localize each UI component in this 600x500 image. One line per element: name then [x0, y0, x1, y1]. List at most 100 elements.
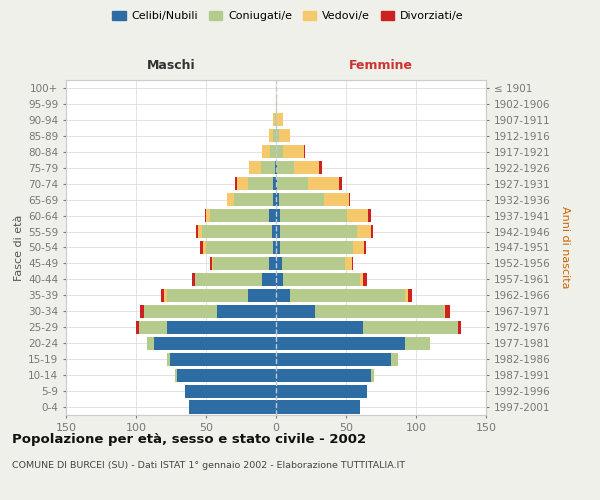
Bar	[161, 289, 164, 302]
Bar	[276, 368, 371, 382]
Bar	[276, 209, 280, 222]
Bar	[154, 336, 276, 350]
Bar	[405, 336, 430, 350]
Bar	[276, 225, 280, 238]
Bar	[364, 241, 365, 254]
Bar	[167, 352, 170, 366]
Bar	[371, 368, 374, 382]
Bar	[315, 305, 444, 318]
Bar	[277, 177, 308, 190]
Bar	[206, 241, 273, 254]
Bar	[353, 241, 364, 254]
Bar	[352, 257, 353, 270]
Bar	[347, 209, 368, 222]
Bar	[445, 305, 449, 318]
Y-axis label: Fasce di età: Fasce di età	[14, 214, 24, 280]
Bar	[277, 161, 294, 174]
Bar	[189, 400, 276, 413]
Bar	[273, 193, 276, 206]
Bar	[167, 289, 248, 302]
Bar	[363, 320, 458, 334]
Bar	[196, 225, 197, 238]
Bar	[405, 289, 407, 302]
Bar	[294, 161, 319, 174]
Bar	[444, 305, 445, 318]
Bar	[276, 336, 405, 350]
Bar	[237, 177, 248, 190]
Bar	[276, 305, 315, 318]
Bar	[248, 289, 276, 302]
Bar	[371, 225, 373, 238]
Bar	[195, 273, 262, 286]
Bar	[458, 320, 461, 334]
Bar	[273, 130, 276, 142]
Bar	[140, 305, 145, 318]
Bar	[213, 257, 269, 270]
Bar	[276, 352, 391, 366]
Bar	[276, 241, 280, 254]
Bar	[176, 368, 276, 382]
Bar	[276, 257, 281, 270]
Bar	[276, 193, 279, 206]
Bar	[273, 241, 276, 254]
Bar	[273, 177, 276, 190]
Bar	[363, 273, 367, 286]
Text: Maschi: Maschi	[146, 60, 196, 72]
Bar	[276, 320, 363, 334]
Bar	[167, 320, 276, 334]
Bar	[185, 384, 276, 398]
Bar	[349, 193, 350, 206]
Bar	[170, 352, 276, 366]
Bar	[200, 241, 203, 254]
Bar	[290, 289, 405, 302]
Bar	[407, 289, 412, 302]
Bar	[203, 241, 206, 254]
Bar	[360, 273, 363, 286]
Bar	[276, 400, 360, 413]
Bar	[391, 352, 398, 366]
Bar	[175, 368, 176, 382]
Bar	[308, 177, 339, 190]
Bar	[279, 130, 290, 142]
Bar	[164, 289, 167, 302]
Bar	[217, 305, 276, 318]
Bar	[344, 257, 352, 270]
Bar	[147, 336, 154, 350]
Bar	[197, 225, 202, 238]
Bar	[275, 161, 276, 174]
Bar	[276, 384, 367, 398]
Bar	[271, 145, 276, 158]
Bar	[260, 161, 275, 174]
Bar	[280, 225, 357, 238]
Bar	[269, 130, 273, 142]
Bar	[273, 114, 275, 126]
Bar	[262, 273, 276, 286]
Bar	[210, 209, 269, 222]
Bar	[262, 145, 271, 158]
Bar	[283, 273, 360, 286]
Bar	[269, 257, 276, 270]
Bar	[276, 130, 279, 142]
Bar	[210, 257, 212, 270]
Bar	[281, 257, 344, 270]
Text: Femmine: Femmine	[349, 60, 413, 72]
Y-axis label: Anni di nascita: Anni di nascita	[560, 206, 570, 288]
Bar	[227, 193, 234, 206]
Bar	[250, 161, 260, 174]
Text: Popolazione per età, sesso e stato civile - 2002: Popolazione per età, sesso e stato civil…	[12, 432, 366, 446]
Bar	[212, 257, 213, 270]
Bar	[276, 273, 283, 286]
Bar	[269, 209, 276, 222]
Bar	[235, 177, 237, 190]
Bar	[280, 209, 347, 222]
Bar	[136, 320, 139, 334]
Bar	[202, 225, 272, 238]
Bar	[276, 289, 290, 302]
Bar	[275, 114, 276, 126]
Bar	[276, 114, 283, 126]
Bar	[339, 177, 342, 190]
Bar	[357, 225, 371, 238]
Bar	[234, 193, 273, 206]
Bar	[283, 145, 304, 158]
Bar	[304, 145, 305, 158]
